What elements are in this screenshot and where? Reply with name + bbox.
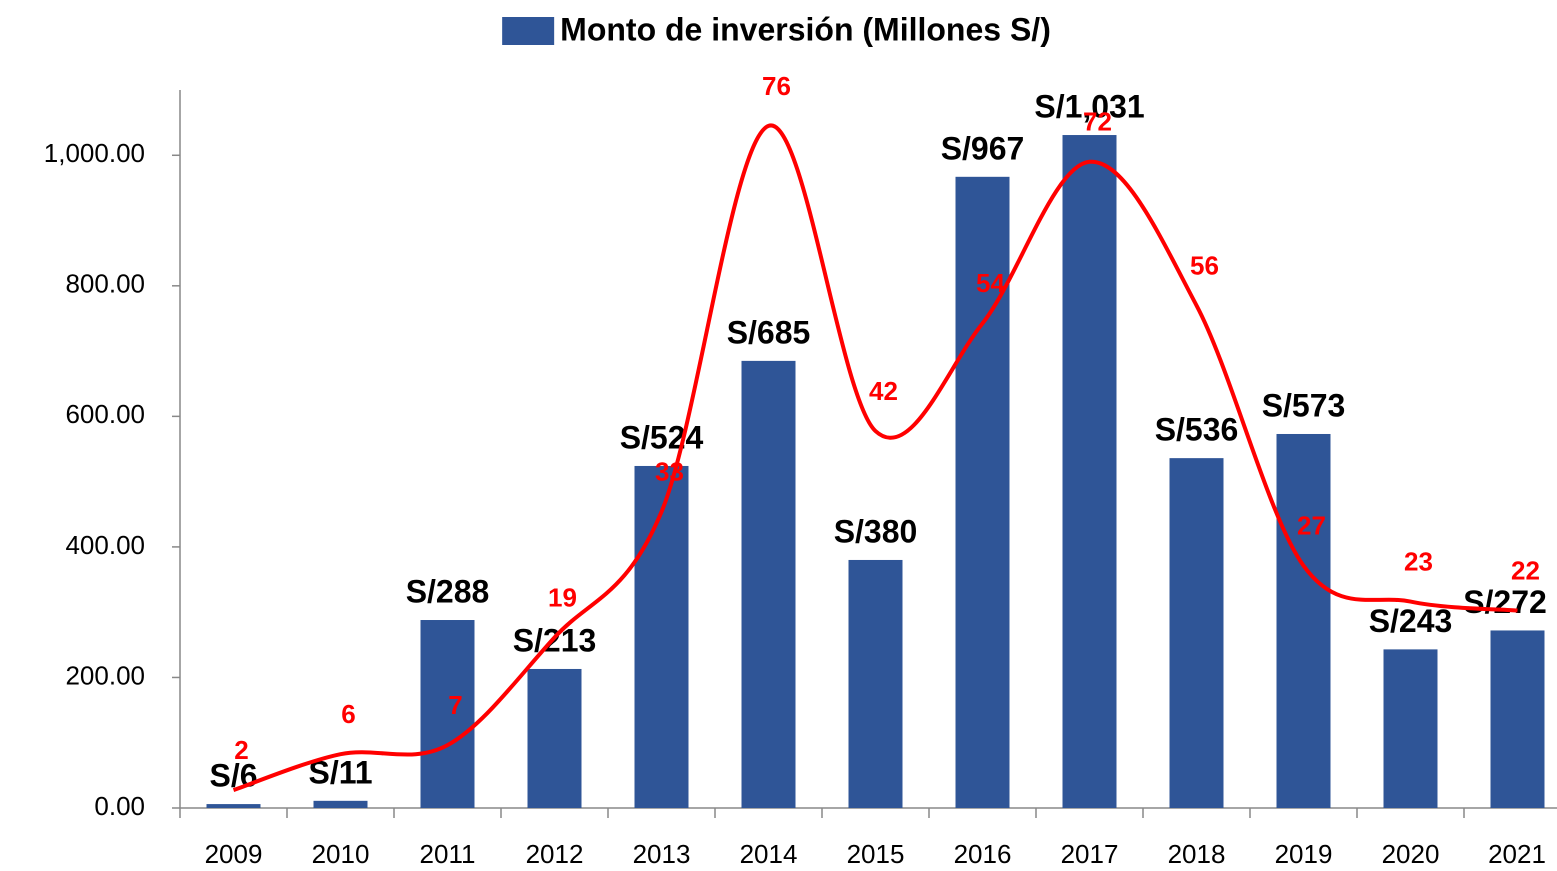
line-value-label: 22 (1511, 555, 1540, 585)
line-value-label: 19 (548, 582, 577, 612)
bar-value-label: S/6 (209, 758, 257, 794)
x-tick-label: 2017 (1061, 839, 1119, 869)
x-tick-label: 2009 (205, 839, 263, 869)
legend-swatch (502, 17, 555, 45)
y-tick-label: 1,000.00 (44, 138, 145, 168)
bar (313, 800, 368, 808)
bar (1276, 433, 1331, 808)
x-tick-label: 2014 (740, 839, 798, 869)
bar (206, 804, 261, 808)
line-value-label: 33 (655, 457, 684, 487)
line-value-label: 56 (1190, 250, 1219, 280)
bar-value-label: S/573 (1262, 387, 1346, 423)
bar-value-label: S/967 (941, 130, 1025, 166)
line-value-label: 6 (341, 699, 355, 729)
legend-label: Monto de inversión (Millones S/) (560, 11, 1051, 47)
y-tick-label: 200.00 (65, 660, 145, 690)
bar-value-label: S/536 (1155, 412, 1239, 448)
x-tick-label: 2011 (420, 839, 476, 869)
line-value-label: 23 (1404, 546, 1433, 576)
bar (527, 668, 582, 808)
y-tick-label: 0.00 (94, 791, 145, 821)
bar-value-label: S/685 (727, 314, 811, 350)
y-tick-label: 400.00 (65, 530, 145, 560)
bar-value-label: S/243 (1369, 603, 1453, 639)
line-value-label: 7 (448, 690, 462, 720)
bar-value-label: S/1,031 (1034, 88, 1144, 124)
bar (1169, 458, 1224, 808)
x-tick-label: 2015 (847, 839, 905, 869)
x-tick-label: 2019 (1275, 839, 1333, 869)
line-value-label: 42 (869, 376, 898, 406)
bar (955, 176, 1010, 808)
line-value-label: 54 (976, 268, 1005, 298)
x-tick-label: 2021 (1488, 839, 1546, 869)
line-value-label: 27 (1297, 511, 1326, 541)
x-tick-label: 2012 (526, 839, 584, 869)
x-tick-label: 2018 (1168, 839, 1226, 869)
bar (1383, 649, 1438, 808)
bar (634, 465, 689, 808)
bar (1490, 630, 1545, 808)
line-value-label: 2 (234, 735, 248, 765)
x-tick-label: 2013 (633, 839, 691, 869)
line-value-label: 76 (762, 71, 791, 101)
y-tick-label: 600.00 (65, 399, 145, 429)
bar (1062, 135, 1117, 808)
bar (420, 620, 475, 808)
x-tick-label: 2016 (954, 839, 1012, 869)
bar-value-label: S/272 (1463, 584, 1547, 620)
bar-value-label: S/524 (620, 419, 704, 455)
x-tick-label: 2020 (1382, 839, 1440, 869)
y-tick-label: 800.00 (65, 269, 145, 299)
bar (848, 559, 903, 808)
bar-value-label: S/288 (406, 573, 490, 609)
bar (741, 360, 796, 808)
line-value-label: 72 (1083, 107, 1112, 137)
line (232, 123, 1518, 792)
x-tick-label: 2010 (312, 839, 370, 869)
bar-value-label: S/380 (834, 513, 918, 549)
